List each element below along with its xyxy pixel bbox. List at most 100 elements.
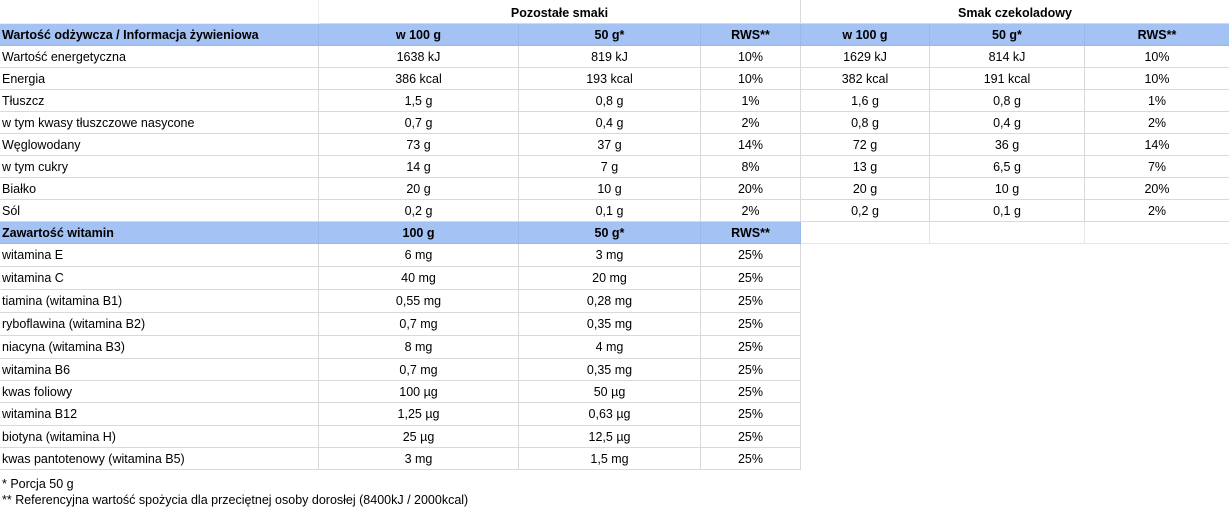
empty-cell[interactable]	[1085, 244, 1229, 267]
value-cell[interactable]: 0,55 mg	[319, 290, 519, 313]
value-cell[interactable]: 20 g	[801, 178, 930, 200]
empty-cell[interactable]	[930, 244, 1085, 267]
value-cell[interactable]: 50 µg	[519, 381, 701, 403]
empty-cell[interactable]	[1085, 448, 1229, 470]
value-cell[interactable]: 40 mg	[319, 267, 519, 290]
row-label[interactable]: Węglowodany	[0, 134, 319, 156]
value-cell[interactable]: 1%	[1085, 90, 1229, 112]
value-cell[interactable]: 2%	[1085, 200, 1229, 222]
empty-cell[interactable]	[930, 448, 1085, 470]
value-cell[interactable]: 0,63 µg	[519, 403, 701, 426]
empty-cell[interactable]	[1085, 267, 1229, 290]
value-cell[interactable]: 10%	[1085, 68, 1229, 90]
value-cell[interactable]: 191 kcal	[930, 68, 1085, 90]
empty-cell[interactable]	[930, 313, 1085, 336]
value-cell[interactable]: 13 g	[801, 156, 930, 178]
value-cell[interactable]: 3 mg	[519, 244, 701, 267]
empty-cell[interactable]	[1085, 222, 1229, 244]
row-label[interactable]: ryboflawina (witamina B2)	[0, 313, 319, 336]
header-cell[interactable]: Zawartość witamin	[0, 222, 319, 244]
header-cell[interactable]: RWS**	[701, 222, 801, 244]
value-cell[interactable]: 0,8 g	[801, 112, 930, 134]
empty-cell[interactable]	[801, 244, 930, 267]
header-cell[interactable]: RWS**	[701, 24, 801, 46]
value-cell[interactable]: 25%	[701, 426, 801, 448]
value-cell[interactable]: 1,6 g	[801, 90, 930, 112]
value-cell[interactable]: 0,8 g	[519, 90, 701, 112]
row-label[interactable]: Tłuszcz	[0, 90, 319, 112]
value-cell[interactable]: 0,2 g	[319, 200, 519, 222]
value-cell[interactable]: 1,5 mg	[519, 448, 701, 470]
header-cell[interactable]: w 100 g	[319, 24, 519, 46]
value-cell[interactable]: 0,35 mg	[519, 313, 701, 336]
value-cell[interactable]: 20%	[701, 178, 801, 200]
value-cell[interactable]: 12,5 µg	[519, 426, 701, 448]
value-cell[interactable]: 1638 kJ	[319, 46, 519, 68]
value-cell[interactable]: 7%	[1085, 156, 1229, 178]
empty-cell[interactable]	[801, 426, 930, 448]
empty-cell[interactable]	[801, 222, 930, 244]
value-cell[interactable]: 0,4 g	[930, 112, 1085, 134]
value-cell[interactable]: 73 g	[319, 134, 519, 156]
value-cell[interactable]: 25%	[701, 244, 801, 267]
value-cell[interactable]: 10%	[701, 68, 801, 90]
value-cell[interactable]: 25%	[701, 336, 801, 359]
value-cell[interactable]: 2%	[701, 112, 801, 134]
value-cell[interactable]: 2%	[701, 200, 801, 222]
empty-cell[interactable]	[801, 403, 930, 426]
row-label[interactable]: Białko	[0, 178, 319, 200]
value-cell[interactable]: 814 kJ	[930, 46, 1085, 68]
row-label[interactable]: kwas pantotenowy (witamina B5)	[0, 448, 319, 470]
value-cell[interactable]: 0,2 g	[801, 200, 930, 222]
row-label[interactable]: Sól	[0, 200, 319, 222]
empty-cell[interactable]	[930, 267, 1085, 290]
value-cell[interactable]: 25%	[701, 381, 801, 403]
value-cell[interactable]: 3 mg	[319, 448, 519, 470]
value-cell[interactable]: 25%	[701, 359, 801, 381]
header-cell[interactable]: 50 g*	[519, 222, 701, 244]
header-cell[interactable]: 100 g	[319, 222, 519, 244]
value-cell[interactable]: 1,5 g	[319, 90, 519, 112]
group-header-chocolate-flavor[interactable]: Smak czekoladowy	[801, 0, 1229, 24]
value-cell[interactable]: 36 g	[930, 134, 1085, 156]
empty-cell[interactable]	[930, 290, 1085, 313]
value-cell[interactable]: 6,5 g	[930, 156, 1085, 178]
row-label[interactable]: witamina B12	[0, 403, 319, 426]
value-cell[interactable]: 72 g	[801, 134, 930, 156]
value-cell[interactable]: 10 g	[930, 178, 1085, 200]
value-cell[interactable]: 8 mg	[319, 336, 519, 359]
value-cell[interactable]: 0,4 g	[519, 112, 701, 134]
row-label[interactable]: witamina E	[0, 244, 319, 267]
header-cell[interactable]: RWS**	[1085, 24, 1229, 46]
empty-cell[interactable]	[930, 359, 1085, 381]
value-cell[interactable]: 1%	[701, 90, 801, 112]
empty-cell[interactable]	[930, 426, 1085, 448]
value-cell[interactable]: 0,7 mg	[319, 313, 519, 336]
header-cell[interactable]: Wartość odżywcza / Informacja żywieniowa	[0, 24, 319, 46]
row-label[interactable]: Wartość energetyczna	[0, 46, 319, 68]
row-label[interactable]: kwas foliowy	[0, 381, 319, 403]
row-label[interactable]: w tym cukry	[0, 156, 319, 178]
empty-cell[interactable]	[801, 448, 930, 470]
empty-cell[interactable]	[1085, 381, 1229, 403]
empty-cell[interactable]	[1085, 426, 1229, 448]
row-label[interactable]: niacyna (witamina B3)	[0, 336, 319, 359]
value-cell[interactable]: 6 mg	[319, 244, 519, 267]
empty-cell[interactable]	[1085, 403, 1229, 426]
empty-cell[interactable]	[801, 359, 930, 381]
value-cell[interactable]: 1629 kJ	[801, 46, 930, 68]
empty-cell[interactable]	[801, 313, 930, 336]
empty-cell[interactable]	[801, 267, 930, 290]
empty-cell[interactable]	[1085, 290, 1229, 313]
value-cell[interactable]: 20%	[1085, 178, 1229, 200]
value-cell[interactable]: 14%	[701, 134, 801, 156]
value-cell[interactable]: 193 kcal	[519, 68, 701, 90]
row-label[interactable]: witamina B6	[0, 359, 319, 381]
value-cell[interactable]: 25%	[701, 313, 801, 336]
value-cell[interactable]: 0,7 g	[319, 112, 519, 134]
value-cell[interactable]: 7 g	[519, 156, 701, 178]
empty-cell[interactable]	[801, 381, 930, 403]
value-cell[interactable]: 10%	[701, 46, 801, 68]
row-label[interactable]: w tym kwasy tłuszczowe nasycone	[0, 112, 319, 134]
empty-cell[interactable]	[930, 336, 1085, 359]
